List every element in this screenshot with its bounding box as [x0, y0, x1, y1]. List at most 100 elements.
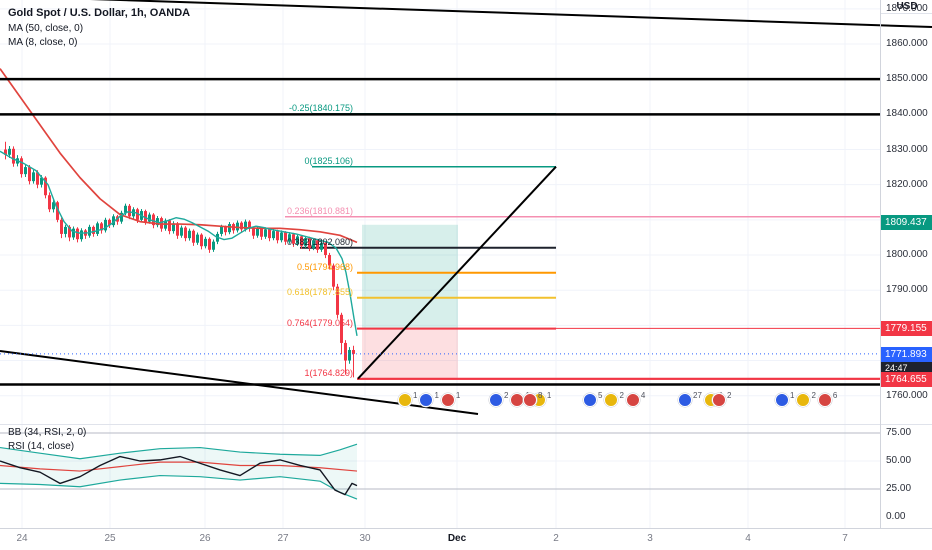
candle-body: [24, 167, 27, 175]
bb-basis-line: [0, 461, 358, 472]
candle-body: [308, 238, 311, 248]
economic-event-marker[interactable]: 8: [523, 391, 543, 407]
rsi-axis-label: 75.00: [886, 427, 912, 438]
event-flag-icon: [604, 393, 619, 407]
candle-body: [124, 205, 127, 213]
rsi-axis-label: 25.00: [886, 483, 912, 494]
rsi-line: [0, 455, 358, 496]
ma8-legend[interactable]: MA (8, close, 0): [8, 37, 78, 48]
ma50-legend[interactable]: MA (50, close, 0): [8, 23, 84, 34]
symbol-title[interactable]: Gold Spot / U.S. Dollar, 1h, OANDA: [8, 7, 191, 19]
time-axis-label: 26: [199, 533, 211, 544]
candle-body: [292, 234, 295, 244]
ma50-line: [0, 68, 358, 244]
candle-body: [324, 242, 327, 256]
economic-event-marker[interactable]: 5: [583, 391, 603, 407]
economic-event-group[interactable]: 1 2 6: [775, 391, 838, 407]
candle-body: [148, 214, 151, 222]
price-axis-label: 1820.000: [886, 178, 928, 190]
candle-body: [240, 222, 243, 230]
economic-event-marker[interactable]: 1: [775, 391, 794, 407]
economic-event-marker[interactable]: 4: [625, 391, 646, 407]
event-count: 1: [546, 391, 552, 400]
trendline-upper-descending[interactable]: [60, 0, 932, 28]
event-flag-icon: [398, 393, 412, 407]
candle-body: [272, 231, 275, 239]
rsi-axis-label: 50.00: [886, 455, 912, 466]
rsi-axis-label: 0.00: [886, 511, 906, 522]
candle-body: [128, 205, 131, 217]
economic-event-marker[interactable]: 1: [440, 391, 460, 407]
economic-event-marker[interactable]: 1: [398, 391, 418, 407]
candle-body: [312, 240, 315, 248]
economic-event-marker[interactable]: 2: [604, 391, 624, 407]
economic-event-group[interactable]: 2: [712, 391, 731, 407]
candle-body: [112, 216, 115, 226]
fib-label: 0.5(1794.968): [296, 261, 353, 272]
economic-event-marker[interactable]: 2: [489, 391, 509, 407]
event-count: 27: [693, 391, 702, 400]
fib-label: -0.25(1840.175): [288, 102, 353, 113]
price-axis-label: 1840.000: [886, 108, 928, 120]
position-loss-zone: [362, 328, 458, 379]
fib-label: 0(1825.106): [304, 155, 353, 166]
candle-body: [260, 228, 263, 237]
candle-body: [208, 238, 211, 250]
candle-body: [40, 177, 43, 185]
ma8-line: [0, 150, 358, 337]
event-flag-icon: [419, 393, 434, 407]
candle-body: [168, 220, 171, 232]
candle-body: [48, 195, 51, 210]
candle-body: [96, 223, 99, 234]
candle-body: [200, 234, 203, 247]
economic-event-marker[interactable]: 6: [817, 391, 838, 407]
event-count: 5: [598, 391, 603, 400]
price-axis[interactable]: USD 1870.000 1860.000 1850.000 1840.000 1830…: [880, 0, 932, 528]
bb-fill: [0, 444, 357, 500]
position-profit-zone: [362, 224, 458, 329]
economic-event-marker[interactable]: 2: [796, 391, 816, 407]
economic-event-marker[interactable]: 27: [678, 391, 702, 407]
time-axis[interactable]: 24 25 26 27 30 Dec 2 3 4 7: [0, 528, 932, 550]
candle-body: [176, 223, 179, 236]
price-axis-label: 1830.000: [886, 143, 928, 155]
economic-event-marker[interactable]: 2: [712, 391, 731, 407]
candle-body: [88, 226, 91, 236]
candle-body: [8, 148, 11, 155]
candle-body: [280, 232, 283, 241]
candle-body: [276, 231, 279, 241]
candle-body: [144, 211, 147, 222]
event-count: 6: [832, 391, 838, 400]
candle-body: [52, 202, 55, 210]
time-axis-label: 7: [842, 533, 848, 544]
candle-body: [316, 240, 319, 250]
candle-body: [188, 230, 191, 239]
bb-legend[interactable]: BB (34, RSI, 2, 0): [8, 427, 87, 438]
event-flag-icon: [489, 393, 503, 407]
candle-body: [120, 212, 123, 222]
candle-body: [252, 228, 255, 236]
event-count: 8: [538, 391, 543, 400]
fib-label: 0.382(1802.080): [286, 236, 353, 247]
event-flag-icon: [625, 393, 640, 407]
event-flag-icon: [678, 393, 692, 407]
economic-event-group[interactable]: 1 1 1: [398, 391, 460, 407]
rsi-legend[interactable]: RSI (14, close): [8, 441, 75, 452]
economic-event-group[interactable]: 5 2 4: [583, 391, 646, 407]
candle-body: [196, 234, 199, 243]
candle-body: [344, 342, 347, 361]
event-count: 2: [504, 391, 509, 400]
economic-event-marker[interactable]: 1: [419, 391, 439, 407]
candle-body: [224, 226, 227, 233]
event-count: 4: [640, 391, 646, 400]
candle-body: [352, 349, 355, 354]
event-count: 1: [413, 391, 418, 400]
pane-separator[interactable]: [0, 424, 932, 425]
trendline-rising-projection[interactable]: [357, 166, 557, 380]
candle-body: [296, 236, 299, 244]
economic-event-group[interactable]: 8: [523, 391, 543, 407]
candle-body: [108, 219, 111, 226]
candle-body: [212, 241, 215, 250]
bb-lower-line: [0, 474, 358, 500]
